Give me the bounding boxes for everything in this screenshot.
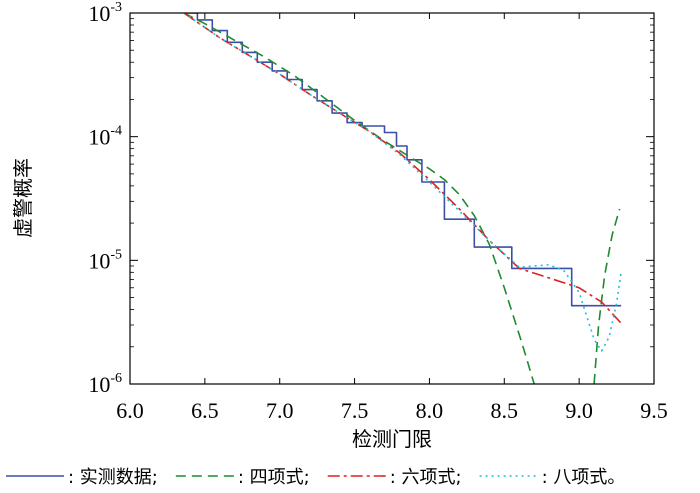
y-tick-base: 10 [88,248,110,273]
y-tick-exp: -6 [110,371,122,386]
x-axis-label: 检测门限 [352,427,432,451]
y-axis-label: 虚警概率 [11,158,35,238]
labels-layer: 6.0 6.5 7.0 7.5 8.0 8.5 9.0 9.510-610-510-410-3 [88,0,667,423]
series-layer [183,13,622,384]
x-tick-label: 9.5 [640,398,668,423]
y-tick-base: 10 [88,372,110,397]
legend-label: : 实测数据; [68,467,158,488]
legend-label: : 八项式。 [542,467,626,488]
x-tick-label: 9.0 [565,398,593,423]
plot-frame [129,12,655,385]
x-tick-label: 6.0 [116,398,144,423]
series-line-4 [183,13,622,352]
legend-label: : 六项式; [390,467,462,488]
x-tick-label: 7.0 [266,398,294,423]
y-tick-base: 10 [88,1,110,26]
series-line-3 [183,13,622,324]
y-tick-label: 10-3 [88,0,122,26]
ticks-layer [129,12,655,385]
x-tick-label: 6.5 [191,398,219,423]
y-tick-exp: -4 [110,124,122,139]
y-tick-label: 10-6 [88,371,122,397]
legend: : 实测数据; : 四项式; : 六项式; : 八项式。 [6,467,625,488]
y-tick-exp: -3 [110,0,122,15]
y-tick-label: 10-5 [88,247,122,273]
x-tick-label: 7.5 [341,398,369,423]
x-tick-label: 8.0 [416,398,444,423]
series-line-1 [183,13,535,384]
y-tick-base: 10 [88,125,110,150]
series-line-2 [593,208,621,384]
legend-label: : 四项式; [238,467,310,488]
y-tick-exp: -5 [110,247,122,262]
series-line-0 [183,13,622,307]
y-tick-label: 10-4 [88,124,122,150]
x-tick-label: 8.5 [491,398,519,423]
